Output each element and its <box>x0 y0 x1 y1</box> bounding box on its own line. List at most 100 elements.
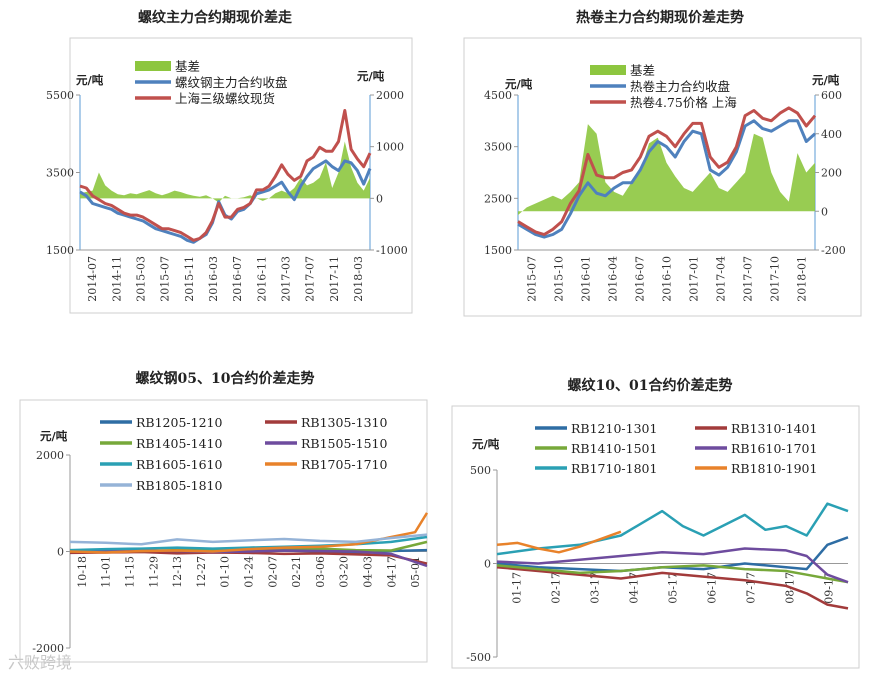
y2-tick-label: 600 <box>821 89 842 102</box>
x-tick-label: 2015-10 <box>553 256 566 302</box>
x-tick-label: 2016-07 <box>231 256 244 302</box>
x-tick-label: 2014-07 <box>86 256 99 302</box>
chart-3: 螺纹钢05、10合约价差走势 元/吨 -2000 0 2000 10-18 11-01 1… <box>19 370 429 663</box>
y2-tick-label: 200 <box>821 167 842 180</box>
y2-tick-label: 400 <box>821 128 842 141</box>
y-tick-label: 2000 <box>36 449 64 462</box>
legend-label: RB1605-1610 <box>136 457 222 472</box>
legend-label: RB1505-1510 <box>301 436 387 451</box>
line-series-RB1705-1710 <box>69 512 429 554</box>
chart-1-frame <box>69 37 413 314</box>
x-tick-label: 2017-10 <box>769 256 782 302</box>
legend-label: RB1210-1301 <box>571 421 657 436</box>
y-tick-label: 3500 <box>484 141 512 154</box>
area-series-基差 <box>518 124 815 216</box>
legend-label: RB1410-1501 <box>571 441 657 456</box>
legend-label: RB1205-1210 <box>136 415 222 430</box>
legend-label: 基差 <box>630 63 655 78</box>
chart-2-y2-axis-label: 元/吨 <box>812 73 840 87</box>
x-tick-label: 01-24 <box>243 556 256 588</box>
x-tick-label: 02-21 <box>290 556 303 588</box>
y-tick-label: 5500 <box>46 89 74 102</box>
x-tick-label: 2018-03 <box>352 256 365 302</box>
legend-label: RB1305-1310 <box>301 415 387 430</box>
watermark-text: 六败跨境 <box>8 653 72 672</box>
chart-1-title: 螺纹主力合约期现价差走 <box>138 9 293 26</box>
legend-label: 热卷主力合约收盘 <box>630 79 730 94</box>
y-tick-label: -2000 <box>32 642 64 655</box>
line-series-上海三级螺纹现货 <box>79 109 372 242</box>
x-tick-label: 12-27 <box>195 556 208 588</box>
legend-label: RB1610-1701 <box>731 441 817 456</box>
y2-tick-label: 0 <box>821 205 828 218</box>
x-tick-label: 2018-01 <box>796 256 809 302</box>
x-tick-label: 01-10 <box>219 556 232 588</box>
legend-label: RB1710-1801 <box>571 461 657 476</box>
x-tick-label: 04-17 <box>385 556 398 588</box>
legend-label: RB1810-1901 <box>731 461 817 476</box>
chart-2-y-axis-label: 元/吨 <box>505 77 533 91</box>
area-series-基差 <box>80 141 370 203</box>
chart-3-frame <box>19 399 428 663</box>
chart-4-y-axis-label: 元/吨 <box>472 437 500 451</box>
x-tick-label: 2016-11 <box>255 256 268 302</box>
y-tick-label: 1500 <box>484 244 512 257</box>
x-tick-label: 2016-01 <box>580 256 593 302</box>
y-tick-label: 2500 <box>484 192 512 205</box>
line-series-RB1310-1401 <box>496 565 849 610</box>
y-tick-label: 3500 <box>46 167 74 180</box>
chart-4-frame <box>451 405 860 669</box>
x-tick-label: 11-15 <box>124 556 137 588</box>
y-tick-label: 4500 <box>484 89 512 102</box>
y-tick-label: -500 <box>466 651 491 664</box>
y-tick-label: 0 <box>57 546 64 559</box>
legend-swatch <box>590 65 626 75</box>
chart-3-y-axis-label: 元/吨 <box>40 429 68 443</box>
x-tick-label: 2015-03 <box>134 256 147 302</box>
y2-tick-label: 1000 <box>376 141 404 154</box>
legend-label: RB1705-1710 <box>301 457 387 472</box>
x-tick-label: 2017-07 <box>304 256 317 302</box>
chart-1-y-axis-label: 元/吨 <box>76 73 104 87</box>
chart-1: 螺纹主力合约期现价差走 元/吨 元/吨 1500 3500 5500 -1000 0 10… <box>46 9 413 314</box>
x-tick-label: 2014-11 <box>110 256 123 302</box>
legend-label: 基差 <box>175 59 200 74</box>
x-tick-label: 04-17 <box>628 572 641 604</box>
legend-label: RB1805-1810 <box>136 478 222 493</box>
line-series-RB1610-1701 <box>496 547 849 584</box>
x-tick-label: 2016-03 <box>207 256 220 302</box>
x-tick-label: 05-17 <box>667 572 680 604</box>
legend-label: RB1405-1410 <box>136 436 222 451</box>
legend-label: 上海三级螺纹现货 <box>175 91 275 106</box>
legend-swatch <box>135 61 171 71</box>
line-series-RB1605-1610 <box>69 535 428 552</box>
x-tick-label: 12-13 <box>171 556 184 588</box>
x-tick-label: 2016-04 <box>607 256 620 302</box>
x-tick-label: 2015-07 <box>526 256 539 302</box>
chart-3-title: 螺纹钢05、10合约价差走势 <box>136 370 315 387</box>
chart-4-title: 螺纹10、01合约价差走势 <box>568 377 733 394</box>
x-tick-label: 2016-07 <box>634 256 647 302</box>
y-tick-label: 1500 <box>46 244 74 257</box>
line-series-RB1805-1810 <box>69 533 428 546</box>
x-tick-label: 2015-11 <box>183 256 196 302</box>
x-tick-label: 01-17 <box>511 572 524 604</box>
line-series-RB1710-1801 <box>496 502 849 556</box>
x-tick-label: 2017-03 <box>279 256 292 302</box>
y2-tick-label: 0 <box>376 192 383 205</box>
x-tick-label: 03-20 <box>338 556 351 588</box>
x-tick-label: 03-17 <box>589 572 602 604</box>
x-tick-label: 06-17 <box>706 572 719 604</box>
x-tick-label: 2017-11 <box>328 256 341 302</box>
legend-label: 螺纹钢主力合约收盘 <box>175 75 288 90</box>
y2-tick-label: -200 <box>821 244 846 257</box>
x-tick-label: 11-29 <box>147 556 160 588</box>
line-series-RB1410-1501 <box>496 564 849 584</box>
x-tick-label: 10-18 <box>76 556 89 588</box>
chart-2-title: 热卷主力合约期现价差走势 <box>576 9 744 26</box>
x-tick-label: 2015-07 <box>159 256 172 302</box>
x-tick-label: 2016-10 <box>661 256 674 302</box>
line-series-热卷4.75价格 上海 <box>517 106 817 236</box>
x-tick-label: 02-17 <box>550 572 563 604</box>
